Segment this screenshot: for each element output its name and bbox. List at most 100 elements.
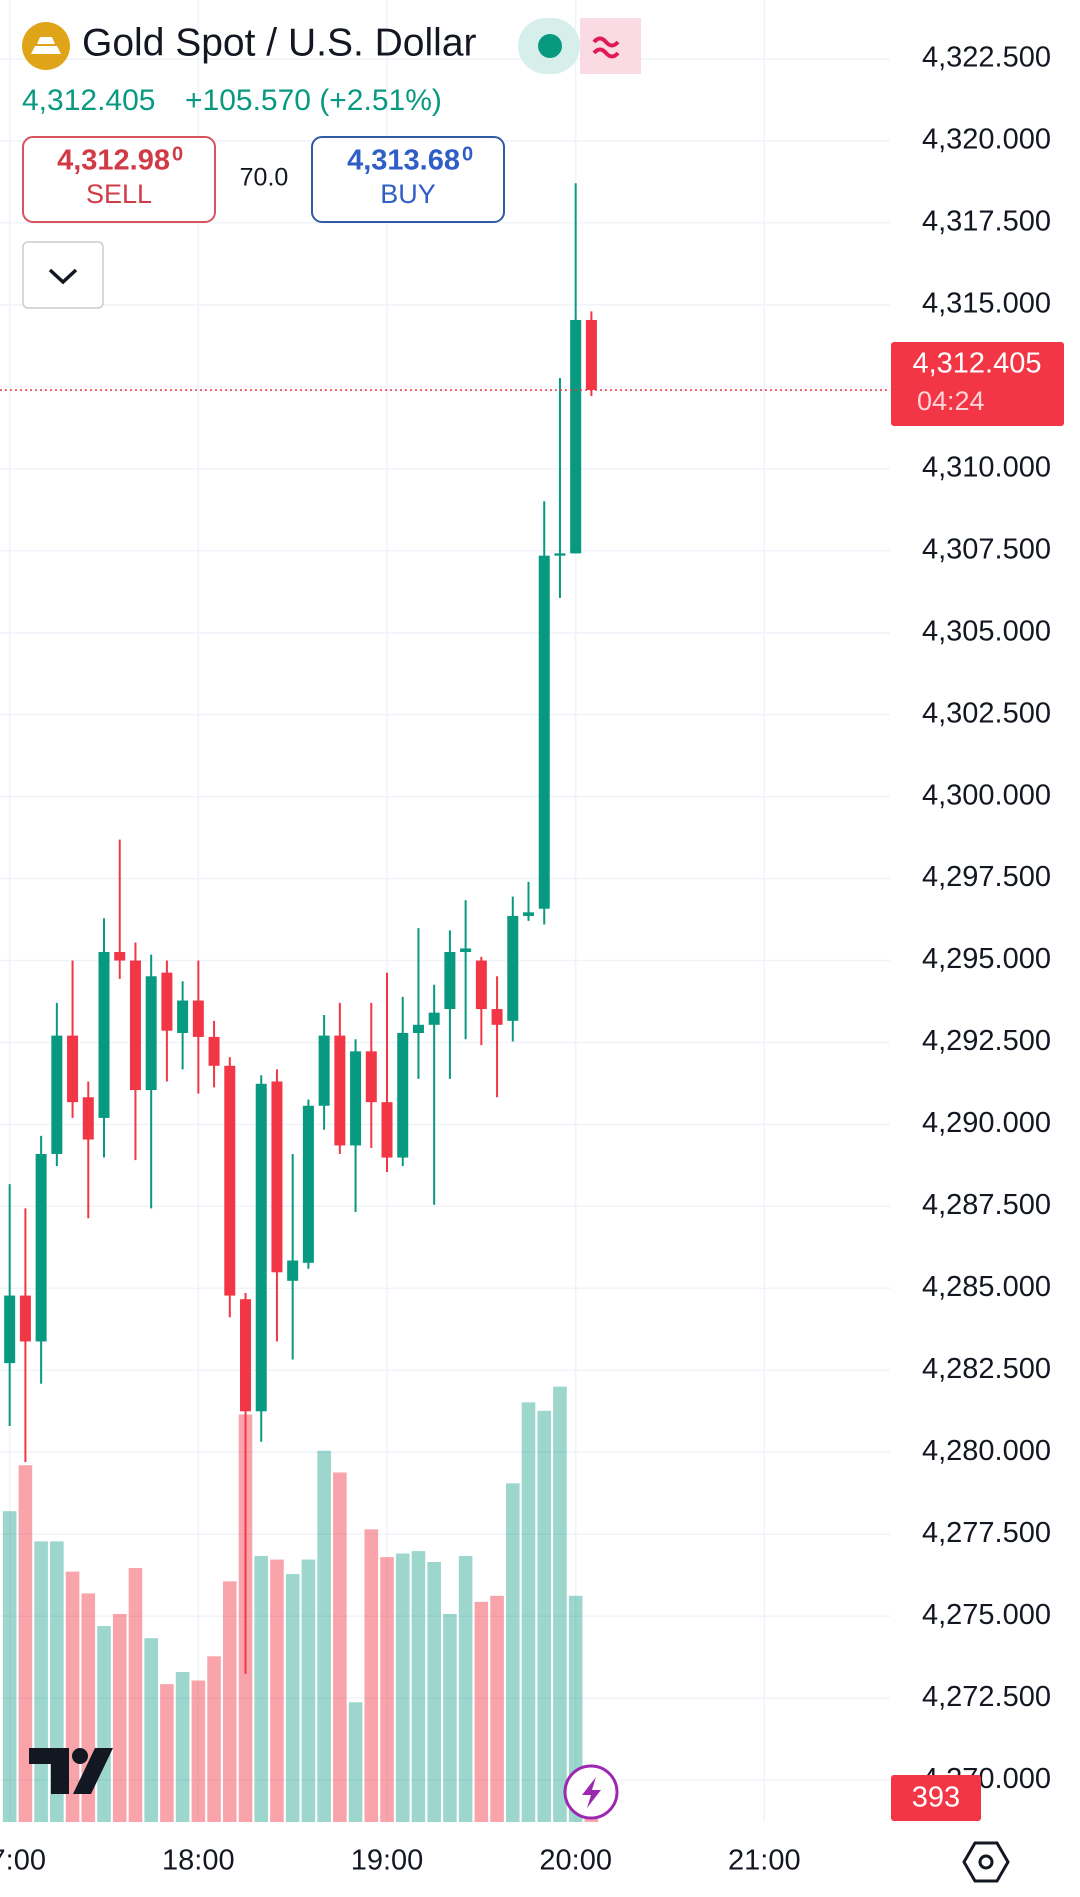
y-tick-label: 4,272.500 bbox=[922, 1681, 1051, 1713]
volume-bar bbox=[505, 1483, 520, 1822]
tv-logo[interactable] bbox=[29, 1748, 113, 1794]
volume-bar bbox=[443, 1613, 457, 1822]
y-tick-label: 4,315.000 bbox=[922, 288, 1051, 320]
y-tick-label: 4,292.500 bbox=[922, 1025, 1051, 1057]
volume-bar bbox=[128, 1568, 143, 1822]
candle-body bbox=[255, 1083, 267, 1412]
candle-body bbox=[302, 1105, 314, 1263]
candle-body bbox=[554, 553, 566, 556]
volume-bar bbox=[207, 1656, 221, 1822]
price-tag-countdown: 04:24 bbox=[917, 386, 985, 416]
volume-bar bbox=[411, 1551, 426, 1822]
y-tick-label: 4,297.500 bbox=[922, 861, 1051, 893]
y-tick-label: 4,280.000 bbox=[922, 1435, 1051, 1467]
settings-button[interactable] bbox=[962, 1841, 1010, 1883]
candle-body bbox=[161, 972, 173, 1031]
candle-body bbox=[412, 1024, 424, 1033]
lightning-button[interactable] bbox=[563, 1764, 619, 1820]
volume-bar bbox=[222, 1581, 237, 1822]
y-tick-label: 4,285.000 bbox=[922, 1271, 1051, 1303]
y-tick-label: 4,287.500 bbox=[922, 1189, 1051, 1221]
candle-body bbox=[538, 555, 550, 909]
volume-bar bbox=[34, 1541, 48, 1822]
y-tick-label: 4,300.000 bbox=[922, 779, 1051, 811]
header: Gold Spot / U.S. Dollar 4,312.405 +105.5… bbox=[22, 18, 641, 309]
volume-bar bbox=[191, 1680, 206, 1822]
volume-bar bbox=[18, 1465, 33, 1822]
last-price: 4,312.405 bbox=[22, 84, 155, 117]
volume-bar bbox=[537, 1410, 552, 1822]
candle-body bbox=[523, 912, 535, 916]
price-tag bbox=[891, 341, 1064, 426]
volume-bar bbox=[254, 1555, 269, 1822]
candle-body bbox=[365, 1051, 377, 1103]
candle-body bbox=[475, 960, 487, 1010]
spread: 70.0 bbox=[240, 164, 289, 192]
y-tick-label: 4,320.000 bbox=[922, 124, 1051, 156]
buy-button[interactable] bbox=[311, 136, 505, 223]
y-tick-label: 4,282.500 bbox=[922, 1353, 1051, 1385]
candle-body bbox=[35, 1153, 47, 1342]
symbol-title[interactable]: Gold Spot / U.S. Dollar bbox=[82, 21, 477, 64]
volume-bar bbox=[427, 1561, 441, 1822]
y-tick-label: 4,310.000 bbox=[922, 451, 1051, 483]
candle-body bbox=[397, 1032, 409, 1158]
buy-price: 4,313.68 bbox=[347, 145, 460, 177]
sell-button[interactable] bbox=[22, 136, 216, 223]
x-tick-label: 17:00 bbox=[0, 1845, 46, 1877]
volume-bar bbox=[175, 1672, 190, 1822]
candle-body bbox=[240, 1299, 252, 1412]
volume-bar bbox=[395, 1553, 410, 1822]
candle-body bbox=[51, 1035, 63, 1154]
volume-bar bbox=[270, 1559, 284, 1822]
x-tick-label: 21:00 bbox=[728, 1845, 801, 1877]
volume-bar bbox=[317, 1450, 331, 1822]
candle-body bbox=[381, 1102, 393, 1158]
candle-body bbox=[67, 1035, 79, 1103]
y-tick-label: 4,302.500 bbox=[922, 697, 1051, 729]
x-tick-label: 20:00 bbox=[539, 1845, 612, 1877]
price-tag-value: 4,312.405 bbox=[912, 348, 1041, 380]
price-axis: 4,270.0004,272.5004,275.0004,277.5004,28… bbox=[0, 42, 1064, 1877]
y-tick-label: 4,317.500 bbox=[922, 206, 1051, 238]
candle-body bbox=[208, 1036, 220, 1066]
candle-body bbox=[491, 1009, 503, 1025]
volume-pane bbox=[2, 1386, 599, 1822]
collapse-button[interactable] bbox=[22, 241, 104, 309]
candle-body bbox=[318, 1035, 330, 1106]
y-tick-label: 4,277.500 bbox=[922, 1517, 1051, 1549]
candle-body bbox=[145, 976, 157, 1091]
candle-body bbox=[460, 948, 472, 953]
sell-label: SELL bbox=[86, 179, 152, 209]
candle-body bbox=[350, 1051, 362, 1146]
candle-body bbox=[82, 1097, 94, 1140]
candle-body bbox=[428, 1012, 440, 1025]
x-tick-label: 19:00 bbox=[351, 1845, 424, 1877]
volume-bar bbox=[2, 1511, 17, 1822]
candle-body bbox=[287, 1260, 299, 1281]
volume-bar bbox=[144, 1638, 158, 1822]
volume-bar bbox=[285, 1574, 300, 1822]
candle-body bbox=[19, 1295, 31, 1342]
logo-dot bbox=[72, 1748, 88, 1764]
settings-dot bbox=[978, 1854, 994, 1870]
candle-body bbox=[114, 952, 126, 961]
y-tick-label: 4,322.500 bbox=[922, 42, 1051, 74]
y-tick-label: 4,305.000 bbox=[922, 615, 1051, 647]
y-tick-label: 4,290.000 bbox=[922, 1107, 1051, 1139]
candle-body bbox=[129, 960, 141, 1091]
sell-fraction: 0 bbox=[172, 143, 183, 165]
candle-body bbox=[585, 319, 597, 390]
y-tick-label: 4,295.000 bbox=[922, 943, 1051, 975]
volume-tag-value: 393 bbox=[912, 1782, 960, 1814]
buy-label: BUY bbox=[380, 179, 436, 209]
candle-body bbox=[570, 319, 582, 554]
volume-bar bbox=[474, 1601, 489, 1822]
volume-bar bbox=[112, 1613, 127, 1822]
volume-bar bbox=[160, 1684, 174, 1822]
candle-body bbox=[177, 1000, 189, 1033]
volume-bar bbox=[553, 1386, 567, 1822]
